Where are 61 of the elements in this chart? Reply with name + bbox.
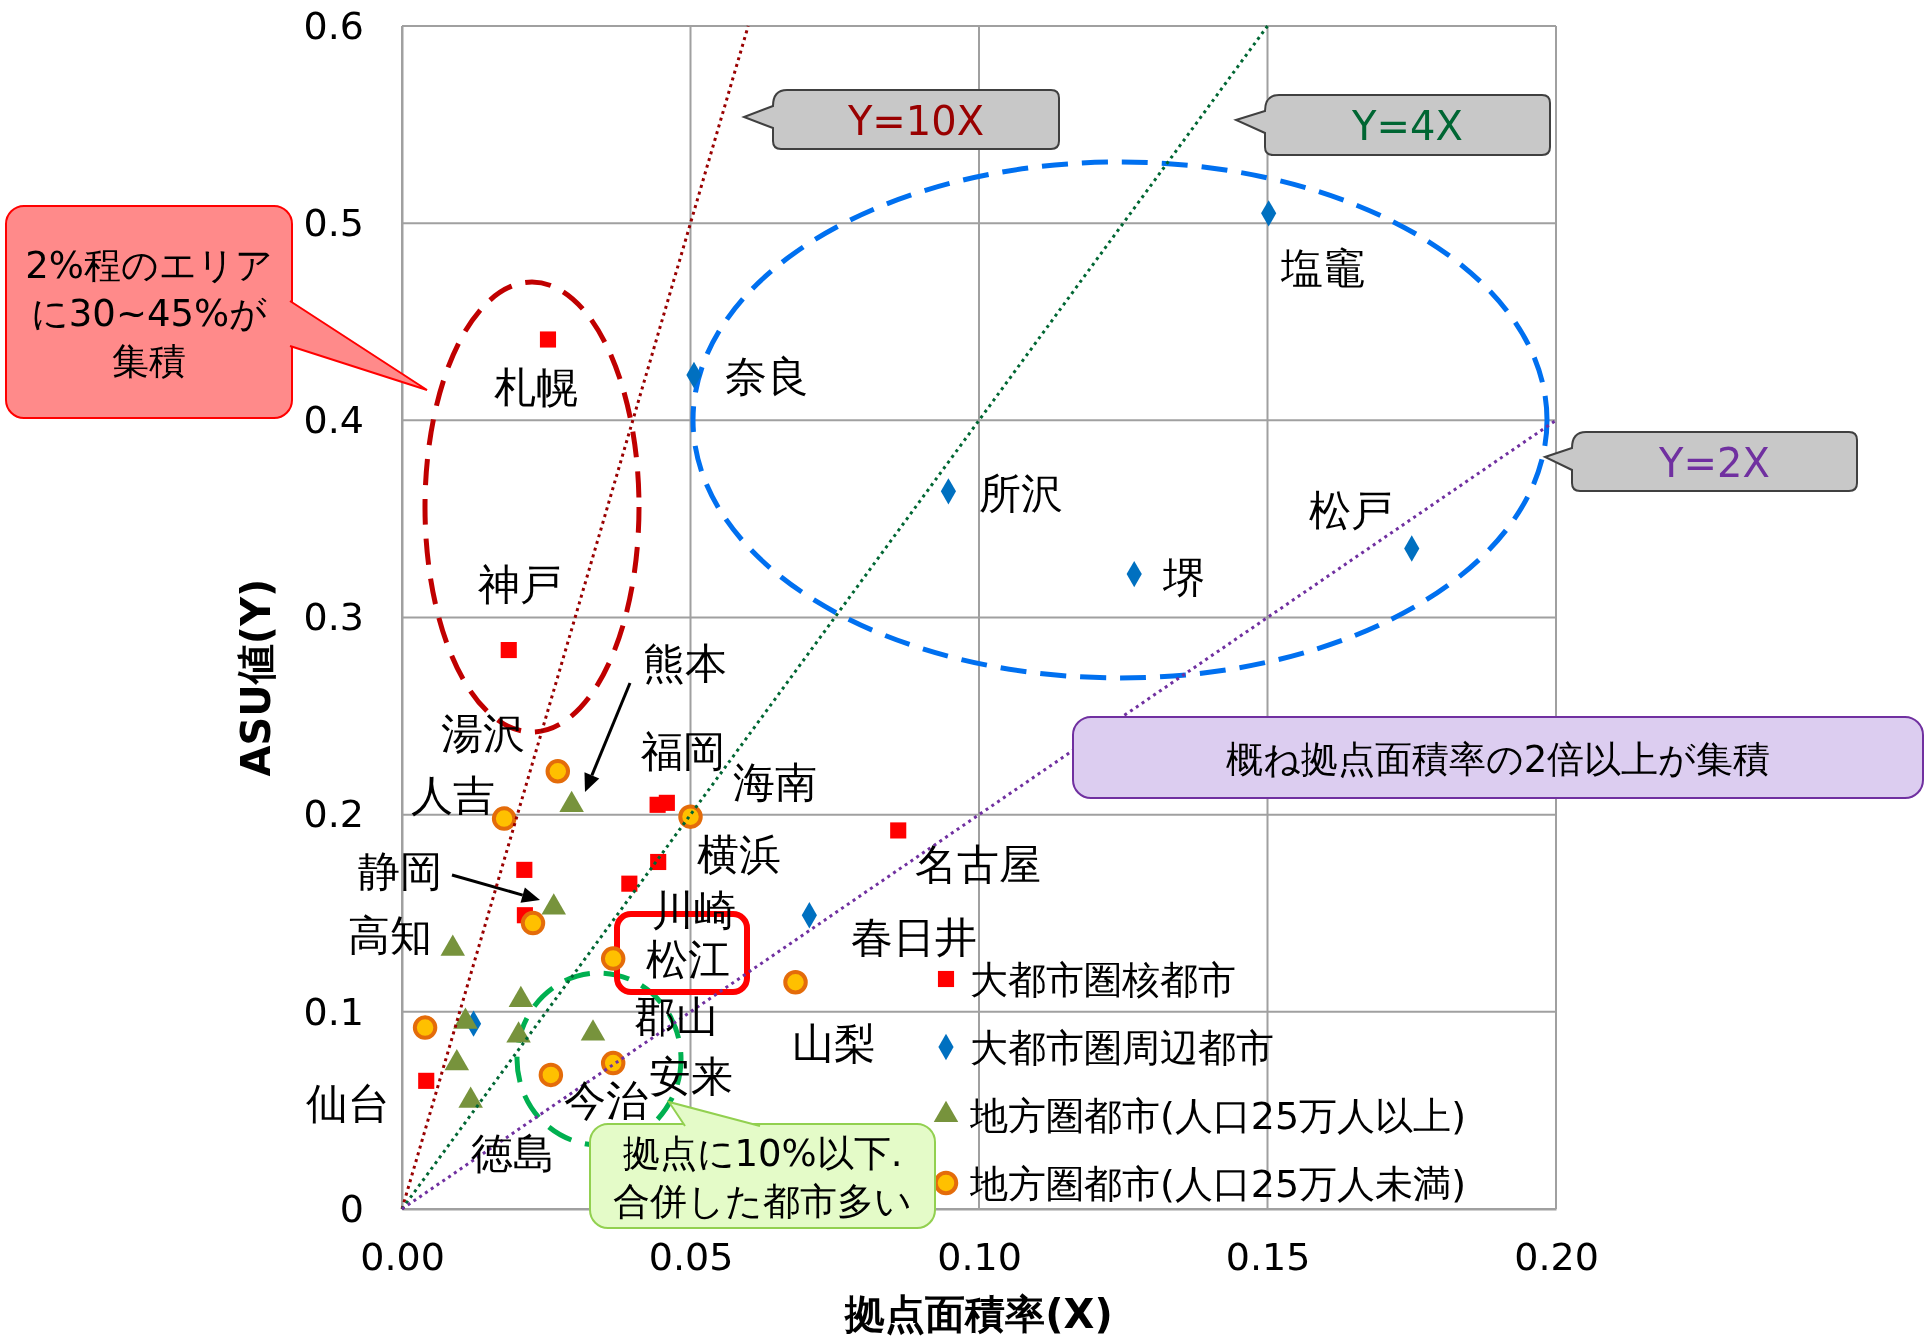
y-tick-label: 0.2 <box>303 792 364 837</box>
annotation: 松戸 <box>1309 486 1393 535</box>
x-axis-title: 拠点面積率(X) <box>844 1291 1113 1337</box>
point <box>538 1062 564 1088</box>
x-tick-label: 0.15 <box>1225 1234 1311 1279</box>
annotation: 福岡 <box>641 727 725 776</box>
point <box>539 331 557 348</box>
point <box>520 910 546 936</box>
legend-label: 大都市圏周辺都市 <box>970 1026 1274 1070</box>
text: 仙台 <box>306 1079 390 1128</box>
text: 2%程のエリアに30~45%が集積 <box>25 244 273 383</box>
y-tick-label: 0.6 <box>303 3 364 48</box>
legend-label: 地方圏都市(人口25万人未満) <box>969 1162 1467 1206</box>
point <box>621 875 638 892</box>
annotation: 横浜 <box>697 830 781 879</box>
point <box>545 759 571 784</box>
annotation: 拠点に10%以下.合併した都市多い <box>613 1132 912 1223</box>
annotation: 海南 <box>733 758 817 807</box>
text: Y=4X <box>1351 103 1463 149</box>
x-tick-label: 0.20 <box>1514 1234 1599 1279</box>
point <box>600 946 626 971</box>
point <box>678 804 703 829</box>
annotation: 安来 <box>649 1052 733 1101</box>
annotation: 所沢 <box>979 469 1063 518</box>
x-tick-label: 0.00 <box>360 1234 445 1279</box>
annotation: 堺 <box>1162 553 1205 602</box>
text: Y=10X <box>846 97 985 144</box>
x-tick-label: 0.10 <box>937 1234 1022 1279</box>
annotation: 人吉 <box>411 771 495 820</box>
annotation: 塩竈 <box>1280 244 1365 293</box>
annotation: 郡山 <box>634 992 718 1041</box>
point <box>500 641 517 659</box>
point <box>658 794 675 811</box>
point <box>890 822 907 839</box>
annotation: 高知 <box>348 911 432 960</box>
annotation: 山梨 <box>792 1019 876 1068</box>
annotation: 名古屋 <box>915 840 1041 889</box>
y-tick-label: 0 <box>339 1186 364 1231</box>
annotation: 札幌 <box>494 363 578 412</box>
y-tick-label: 0.4 <box>303 397 364 442</box>
annotation: 熊本 <box>643 639 727 688</box>
y-tick-label: 0.1 <box>303 989 364 1034</box>
y-tick-label: 0.3 <box>303 595 364 640</box>
annotation: 松江 <box>646 935 730 984</box>
x-tick-label: 0.05 <box>648 1234 734 1279</box>
legend-label: 地方圏都市(人口25万人以上) <box>969 1094 1467 1138</box>
point <box>600 1050 626 1076</box>
annotation: 徳島 <box>471 1129 555 1178</box>
y-axis-title: ASU値(Y) <box>233 578 279 777</box>
annotation: 今治 <box>564 1076 648 1125</box>
y-tick-label: 0.5 <box>303 200 364 245</box>
point <box>412 1015 438 1040</box>
annotation: 静岡 <box>358 847 442 896</box>
point <box>783 970 808 995</box>
point <box>516 861 533 878</box>
annotation: 概ね拠点面積率の2倍以上が集積 <box>1225 737 1771 781</box>
text: Y=2X <box>1658 439 1770 486</box>
point <box>418 1072 435 1089</box>
annotation: 湯沢 <box>441 709 525 758</box>
annotation: 神戸 <box>478 560 562 609</box>
annotation: 奈良 <box>725 352 809 401</box>
